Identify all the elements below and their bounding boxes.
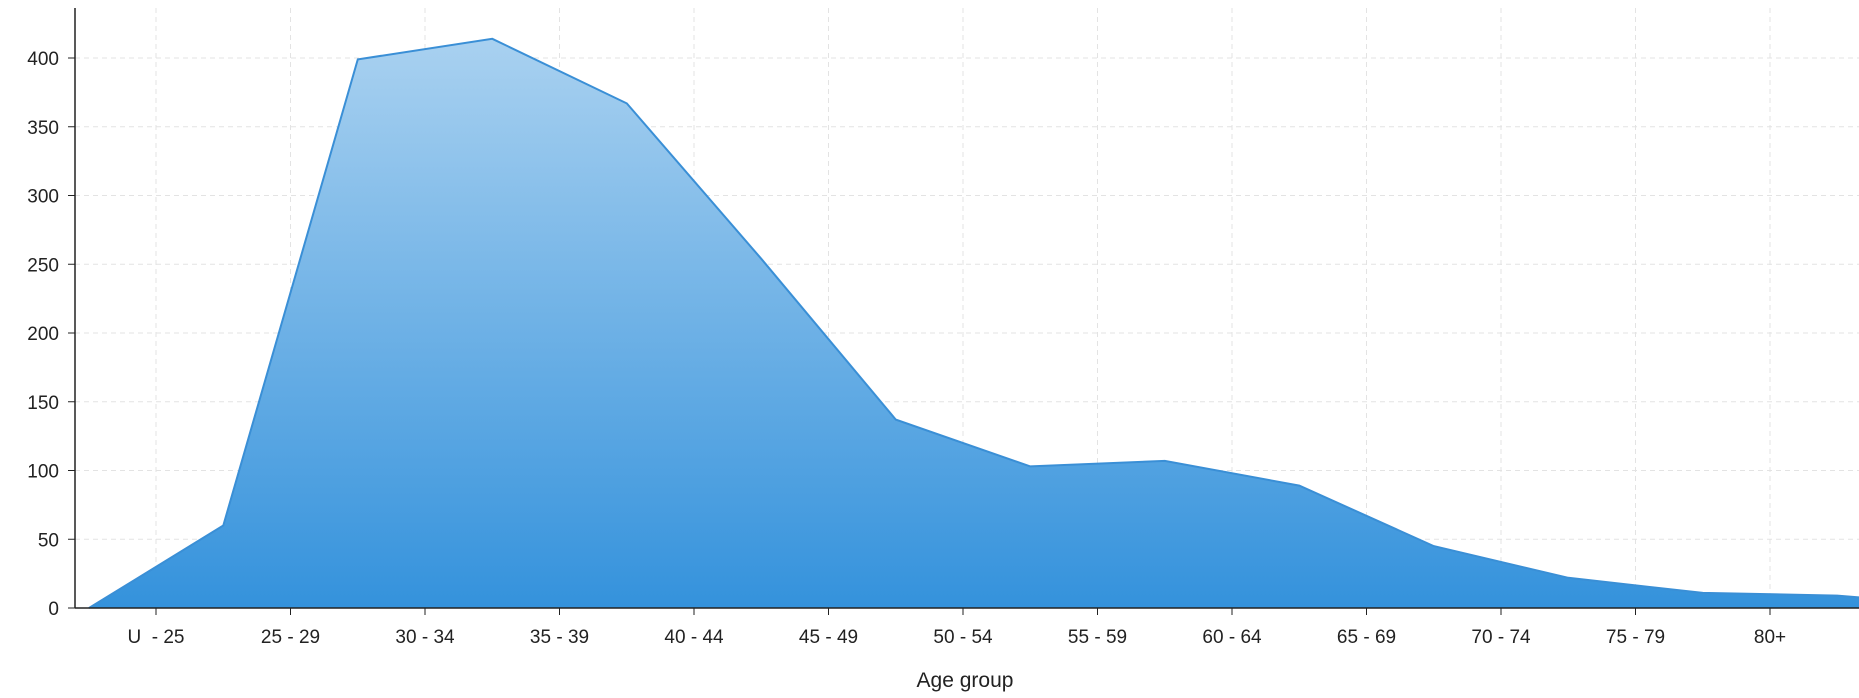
series-area [88,37,1859,609]
y-tick-label: 50 [38,530,59,551]
x-tick-label: 45 - 49 [799,627,858,648]
y-tick-label: 300 [27,187,59,208]
series-line [88,37,1859,609]
x-axis-title: Age group [917,669,1014,692]
y-tick-label: 350 [27,118,59,139]
axes [74,8,1859,609]
x-tick-label: 65 - 69 [1337,627,1396,648]
y-tick-label: 150 [27,393,59,414]
x-tick-label: U - 25 [127,627,184,648]
x-tick-label: 25 - 29 [261,627,320,648]
x-tick-label: 50 - 54 [933,627,993,648]
area-fill [89,38,1859,608]
y-tick-label: 200 [27,324,59,345]
x-tick-label: 55 - 59 [1068,627,1127,648]
y-tick-label: 100 [27,462,59,483]
y-tick-labels: 0 50 100 150 200 250 300 350 400 [27,49,75,620]
x-tick-label: 30 - 34 [395,627,455,648]
x-tick-label: 40 - 44 [664,627,724,648]
x-tick-label: 60 - 64 [1202,627,1262,648]
x-tick-label: 70 - 74 [1471,627,1531,648]
x-tick-label: 75 - 79 [1606,627,1665,648]
y-tick-label: 400 [27,49,59,70]
y-tick-label: 0 [48,599,59,620]
y-tick-label: 250 [27,255,59,276]
x-tick-label: 80+ [1754,627,1786,648]
x-tick-label: 35 - 39 [530,627,589,648]
x-tick-labels: U - 25 25 - 29 30 - 34 35 - 39 40 - 44 45 - 4… [127,608,1786,648]
